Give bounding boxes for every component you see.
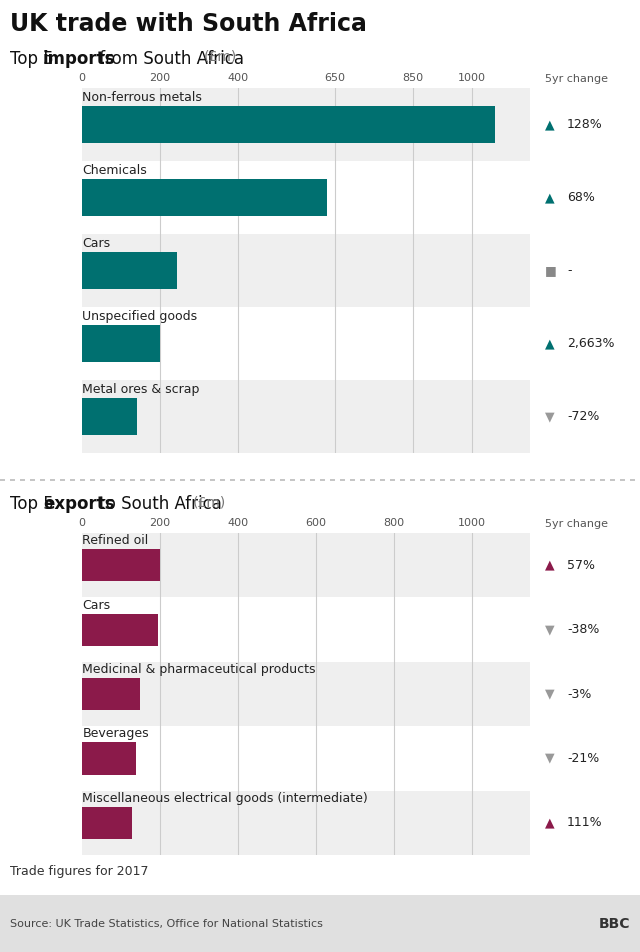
Text: Source: UK Trade Statistics, Office for National Statistics: Source: UK Trade Statistics, Office for …	[10, 919, 323, 928]
Bar	[82, 806, 132, 839]
Text: Non-ferrous metals: Non-ferrous metals	[83, 91, 202, 104]
Bar	[82, 678, 140, 710]
Text: ▲: ▲	[545, 816, 555, 829]
Text: Miscellaneous electrical goods (intermediate): Miscellaneous electrical goods (intermed…	[83, 792, 368, 804]
Text: BBC: BBC	[599, 917, 630, 930]
Text: ▼: ▼	[545, 752, 555, 764]
Bar	[82, 107, 495, 143]
Text: -: -	[567, 264, 572, 277]
Bar	[82, 726, 530, 790]
Bar	[82, 234, 530, 307]
Text: ▲: ▲	[545, 118, 555, 131]
Bar	[82, 307, 530, 380]
Bar	[82, 743, 136, 775]
Text: Top 5: Top 5	[10, 50, 59, 68]
Text: Metal ores & scrap: Metal ores & scrap	[83, 383, 200, 396]
Text: -3%: -3%	[567, 687, 591, 701]
Text: exports: exports	[43, 495, 115, 513]
Bar	[82, 598, 530, 662]
Text: (£m): (£m)	[204, 50, 237, 64]
Text: ▼: ▼	[545, 410, 555, 423]
Text: Cars: Cars	[83, 599, 111, 611]
Text: Top 5: Top 5	[10, 495, 59, 513]
Bar	[82, 326, 160, 362]
Text: (£m): (£m)	[192, 495, 225, 509]
Text: ▲: ▲	[545, 191, 555, 204]
Bar	[82, 549, 160, 582]
Text: Unspecified goods: Unspecified goods	[83, 310, 198, 323]
Bar	[82, 179, 328, 216]
Text: -21%: -21%	[567, 752, 599, 764]
Bar	[82, 662, 530, 726]
Text: 111%: 111%	[567, 816, 603, 829]
Text: ■: ■	[545, 264, 557, 277]
Text: ▼: ▼	[545, 624, 555, 636]
Text: 2,663%: 2,663%	[567, 337, 614, 350]
Bar	[82, 161, 530, 234]
Text: UK trade with South Africa: UK trade with South Africa	[10, 12, 367, 36]
Text: to South Africa: to South Africa	[95, 495, 228, 513]
Bar	[82, 252, 177, 288]
Text: ▼: ▼	[545, 687, 555, 701]
Text: -38%: -38%	[567, 624, 600, 636]
Text: Trade figures for 2017: Trade figures for 2017	[10, 865, 148, 878]
Text: 68%: 68%	[567, 191, 595, 204]
Bar	[82, 613, 158, 645]
Text: ▲: ▲	[545, 337, 555, 350]
Text: -72%: -72%	[567, 410, 600, 423]
Bar	[82, 790, 530, 855]
Text: 5yr change: 5yr change	[545, 74, 608, 84]
Text: Beverages: Beverages	[83, 727, 149, 741]
Text: 128%: 128%	[567, 118, 603, 131]
Text: Medicinal & pharmaceutical products: Medicinal & pharmaceutical products	[83, 663, 316, 676]
Text: Refined oil: Refined oil	[83, 534, 148, 547]
Text: 57%: 57%	[567, 559, 595, 572]
Text: Cars: Cars	[83, 237, 111, 250]
Bar	[82, 398, 136, 435]
Bar	[82, 533, 530, 598]
Text: ▲: ▲	[545, 559, 555, 572]
Text: imports: imports	[43, 50, 115, 68]
Bar	[82, 88, 530, 161]
Text: from South Africa: from South Africa	[95, 50, 250, 68]
Text: Chemicals: Chemicals	[83, 164, 147, 177]
Text: 5yr change: 5yr change	[545, 519, 608, 529]
Bar	[82, 380, 530, 453]
